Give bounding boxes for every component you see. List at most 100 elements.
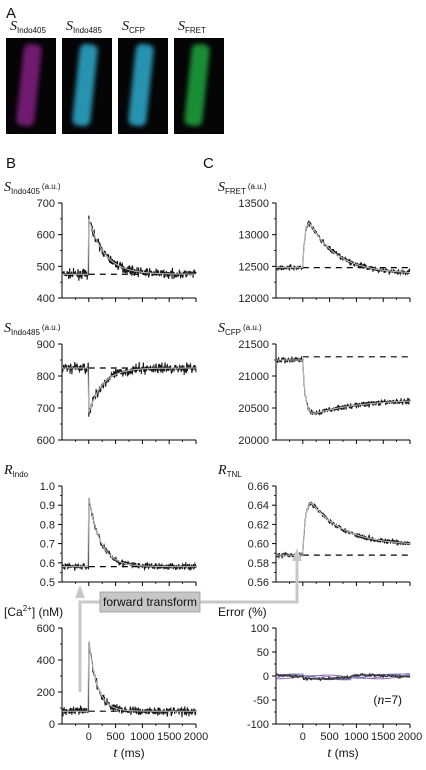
micrograph-label-sub: Indo485 — [73, 26, 102, 35]
y-tick-label: 100 — [251, 623, 269, 635]
fit-trace — [62, 640, 196, 712]
chart-fret: SFRET(a.u.) 12000 12500 13000 13500 — [218, 180, 411, 305]
signal-trace — [61, 641, 197, 718]
y-tick-label: 0.9 — [40, 500, 55, 512]
y-axis-label: SIndo405(a.u.) — [4, 180, 61, 196]
y-tick-label: 200 — [37, 687, 55, 699]
chart-r_tnl: RTNL 0.56 0.58 0.60 0.62 0.64 0.66 — [217, 463, 411, 589]
fit-trace — [276, 502, 411, 556]
y-tick-label: -50 — [253, 695, 269, 707]
transform-arrowhead-left — [75, 585, 85, 598]
y-tick-label: 900 — [37, 339, 55, 351]
y-tick-label: 50 — [257, 647, 269, 659]
x-axis-label: t (ms) — [113, 746, 144, 761]
charts: SIndo405(a.u.)400500600700SIndo485(a.u.)… — [3, 180, 422, 761]
micrograph-indo405: SIndo405 — [6, 19, 56, 134]
y-tick-label: 600 — [37, 623, 55, 635]
panel-letter-c: C — [203, 155, 214, 172]
y-tick-label: 0.58 — [248, 558, 269, 570]
signal-trace — [275, 356, 411, 417]
y-axis-label: SIndo485(a.u.) — [4, 321, 61, 337]
x-tick-label: 1000 — [130, 731, 154, 743]
micrograph-label-main: S — [10, 19, 17, 34]
y-axis-label: [Ca2+] (nM) — [4, 604, 63, 619]
micrograph-label-sub: Indo405 — [17, 26, 46, 35]
panel-letter-b: B — [6, 155, 16, 172]
y-tick-label: 800 — [37, 371, 55, 383]
cell-image — [128, 43, 154, 127]
transform-box — [99, 591, 201, 613]
y-tick-label: 0.64 — [248, 500, 269, 512]
x-tick-label: 2000 — [184, 731, 208, 743]
micrograph-label: SIndo405 — [10, 19, 46, 35]
signal-trace — [275, 220, 411, 277]
y-tick-label: 12500 — [238, 261, 269, 273]
y-tick-label: 0.60 — [248, 539, 269, 551]
y-axis-label: SCFP(a.u.) — [218, 321, 262, 337]
transform-arrowhead-right — [292, 548, 302, 561]
y-tick-label: -100 — [247, 719, 269, 731]
y-tick-label: 0.8 — [40, 519, 55, 531]
x-tick-label: 1500 — [157, 731, 181, 743]
y-tick-label: 13000 — [238, 230, 269, 242]
y-tick-label: 20000 — [238, 435, 269, 447]
micrograph-label-main: S — [178, 19, 185, 34]
micrograph-cfp: SCFP — [118, 19, 168, 134]
y-tick-label: 700 — [37, 403, 55, 415]
y-tick-label: 0 — [263, 671, 269, 683]
chart-indo405: SIndo405(a.u.) 400 500 600 700 — [4, 180, 197, 305]
y-axis-label: RTNL — [217, 463, 242, 479]
y-tick-label: 0 — [49, 719, 55, 731]
fit-trace — [276, 222, 410, 273]
chart-indo485: SIndo485(a.u.) 600 700 800 900 — [4, 321, 197, 447]
y-tick-label: 400 — [37, 655, 55, 667]
y-tick-label: 0.56 — [248, 577, 269, 589]
signal-trace — [275, 501, 411, 560]
x-tick-label: 1000 — [344, 731, 368, 743]
x-tick-label: 0 — [300, 731, 306, 743]
cell-image — [72, 43, 98, 127]
y-tick-label: 0.6 — [40, 558, 55, 570]
y-tick-label: 0.62 — [248, 519, 269, 531]
y-tick-label: 20500 — [238, 403, 269, 415]
signal-trace — [61, 498, 197, 572]
x-tick-label: 500 — [320, 731, 338, 743]
forward-transform-connector: forward transform — [75, 548, 302, 692]
y-tick-label: 600 — [37, 230, 55, 242]
y-tick-label: 700 — [37, 198, 55, 210]
micrograph-label: SCFP — [122, 19, 145, 35]
error-trace — [275, 672, 411, 682]
y-tick-label: 21500 — [238, 339, 269, 351]
chart-cfp: SCFP(a.u.) 20000 20500 21000 21500 — [218, 321, 411, 447]
micrograph-label-main: S — [122, 19, 129, 34]
fit-trace — [62, 497, 196, 568]
y-tick-label: 600 — [37, 435, 55, 447]
cell-image — [16, 43, 42, 127]
y-tick-label: 500 — [37, 261, 55, 273]
micrograph-indo485: SIndo485 — [62, 19, 112, 134]
chart-ca: [Ca2+] (nM) 0 200 400 600 0 500 1000 1500 2000 t (… — [4, 604, 208, 761]
signal-trace — [61, 361, 197, 417]
y-axis-label: RIndo — [3, 463, 29, 479]
y-tick-label: 0.66 — [248, 481, 269, 493]
y-tick-label: 400 — [37, 293, 55, 305]
x-tick-label: 1500 — [371, 731, 395, 743]
panel-letter-a: A — [6, 5, 16, 22]
micrograph-row: SIndo405 SIndo485 SCFP SFRET — [6, 19, 224, 134]
y-tick-label: 13500 — [238, 198, 269, 210]
micrograph-fret: SFRET — [174, 19, 224, 134]
transform-label: forward transform — [103, 595, 197, 609]
signal-trace — [61, 215, 197, 281]
y-axis-label: SFRET(a.u.) — [218, 180, 267, 196]
y-tick-label: 1.0 — [40, 481, 55, 493]
y-tick-label: 12000 — [238, 293, 269, 305]
y-axis-label: Error (%) — [218, 605, 267, 619]
fit-trace — [62, 367, 196, 413]
n-annotation: (n=7) — [373, 693, 402, 708]
fit-trace — [62, 218, 196, 275]
fit-trace — [276, 359, 410, 414]
micrograph-label-sub: CFP — [129, 26, 145, 35]
chart-r_indo: RIndo 0.5 0.6 0.7 0.8 0.9 1.0 — [3, 463, 197, 589]
